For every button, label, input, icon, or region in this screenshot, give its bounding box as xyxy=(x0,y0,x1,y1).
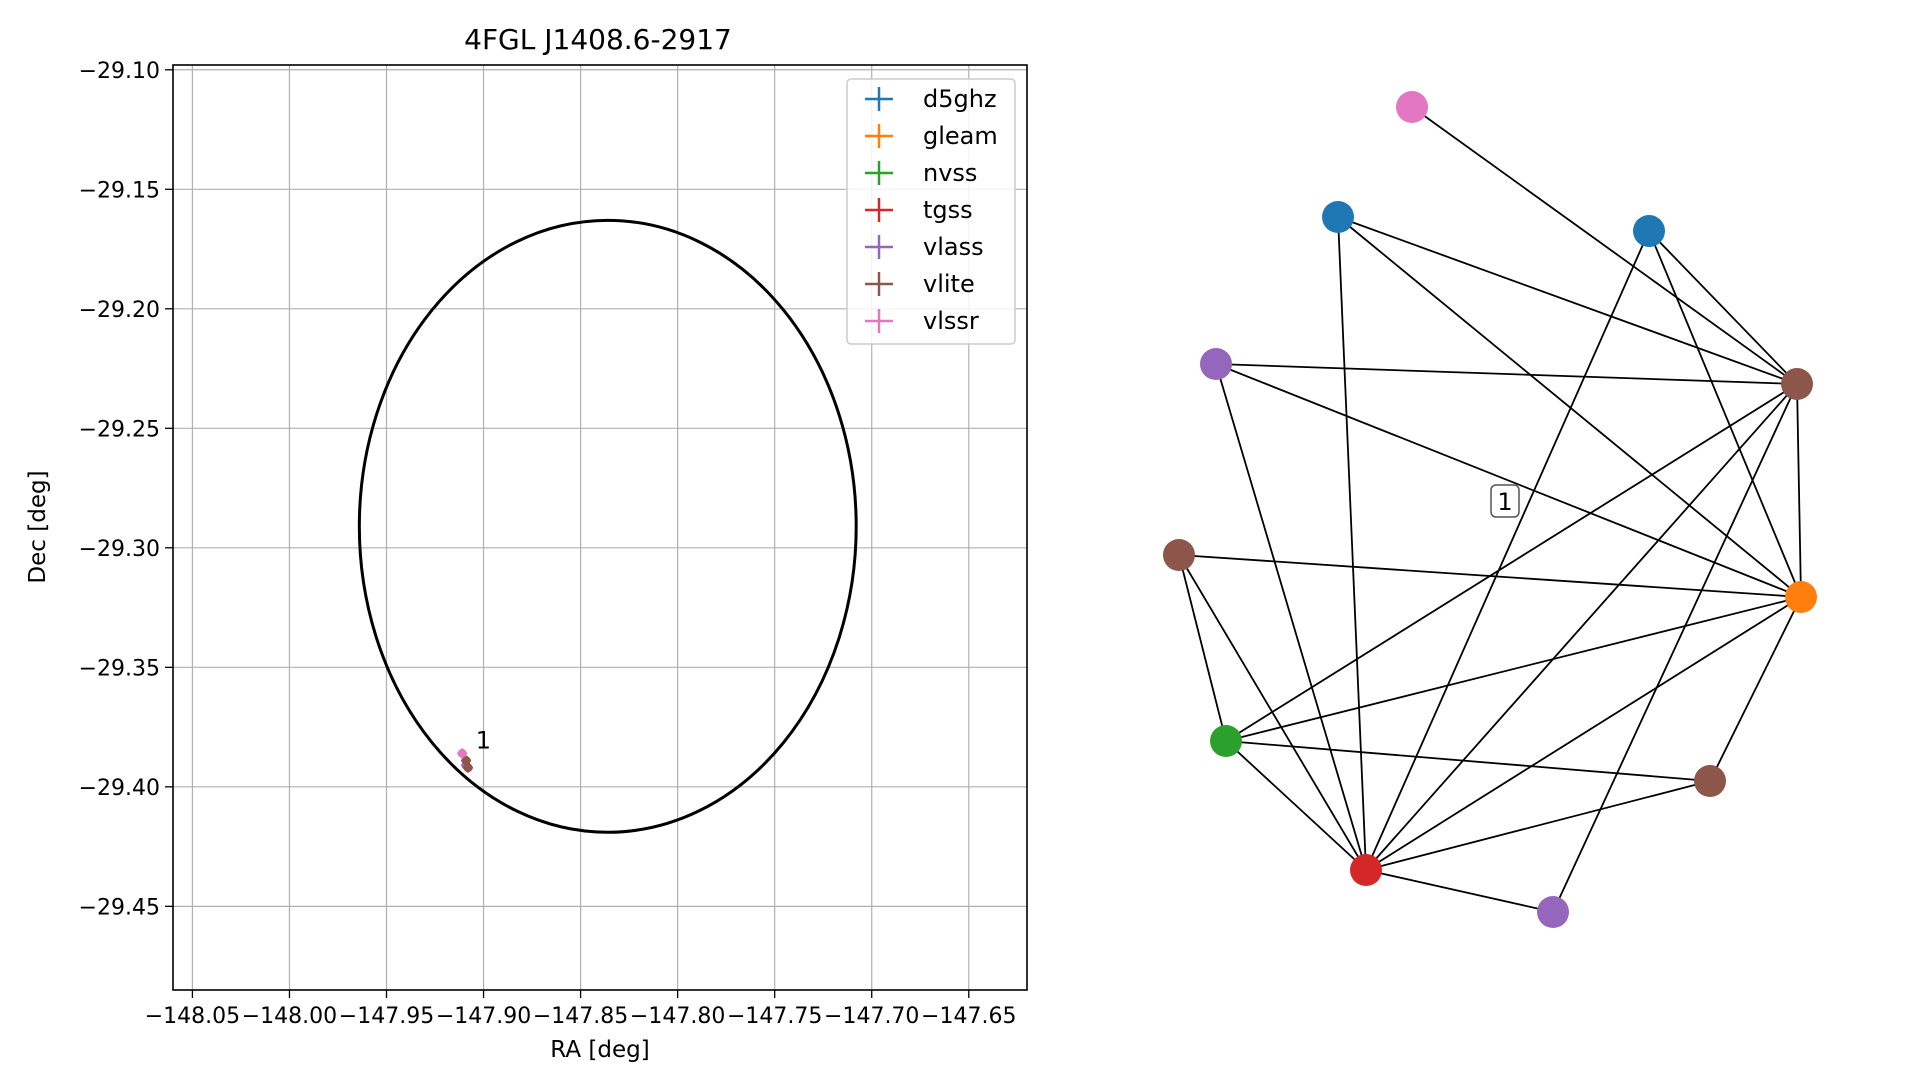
y-axis-label: Dec [deg] xyxy=(25,470,51,583)
network-label-box: 1 xyxy=(1490,484,1520,518)
network-edge xyxy=(1365,780,1711,871)
legend-entry-d5ghz: d5ghz xyxy=(865,85,997,113)
legend-entry-nvss: nvss xyxy=(865,159,977,187)
network-edge xyxy=(1215,363,1367,871)
point-vlite xyxy=(461,756,471,766)
legend-label: nvss xyxy=(923,159,977,187)
legend-entry-vlass: vlass xyxy=(865,233,984,261)
x-tick-label: −148.00 xyxy=(242,1004,337,1029)
legend-label: vlite xyxy=(923,270,975,298)
x-tick-label: −147.90 xyxy=(436,1004,531,1029)
network-edge xyxy=(1365,383,1798,871)
legend-entry-tgss: tgss xyxy=(865,196,973,224)
network-edge xyxy=(1365,230,1650,871)
legend-box xyxy=(846,78,1016,345)
network-edge xyxy=(1337,216,1367,871)
network-node-nvss_1 xyxy=(1210,725,1242,757)
sky-position-chart: 4FGL J1408.6-2917 1 −148.05 −148.00 −147.9… xyxy=(25,23,1028,1063)
network-edge xyxy=(1225,383,1798,742)
y-tick-label: −29.25 xyxy=(79,417,160,442)
network-edge xyxy=(1225,740,1367,871)
network-edge xyxy=(1648,230,1798,385)
x-axis-label: RA [deg] xyxy=(550,1037,649,1063)
x-tick-label: −147.70 xyxy=(824,1004,919,1029)
point-annotation: 1 xyxy=(476,727,491,755)
label-box-text: 1 xyxy=(1497,488,1512,516)
network-edge xyxy=(1178,554,1227,742)
network-node-vlass_1 xyxy=(1200,348,1232,380)
network-node-d5ghz_1 xyxy=(1322,201,1354,233)
y-tick-label: −29.30 xyxy=(79,537,160,562)
x-tick-label: −147.65 xyxy=(921,1004,1016,1029)
network-node-vlite_1 xyxy=(1781,368,1813,400)
x-tick-label: −147.85 xyxy=(533,1004,628,1029)
network-node-d5ghz_2 xyxy=(1633,215,1665,247)
network-node-vlass_2 xyxy=(1537,896,1569,928)
point-vlssr xyxy=(457,748,467,758)
y-tick-label: −29.20 xyxy=(79,298,160,323)
network-node-vlite_2 xyxy=(1163,539,1195,571)
network-node-vlssr_1 xyxy=(1396,91,1428,123)
network-edge xyxy=(1411,106,1798,385)
legend: d5ghz gleam nvss tgss vlass vlite vlssr xyxy=(846,78,1016,345)
legend-label: tgss xyxy=(923,196,973,224)
network-edge xyxy=(1337,216,1798,385)
network-edge xyxy=(1648,230,1802,598)
legend-entry-vlite: vlite xyxy=(865,270,975,298)
ellipse-layer xyxy=(357,218,858,834)
y-tick-label: −29.10 xyxy=(79,59,160,84)
y-tick-label: −29.15 xyxy=(79,178,160,203)
network-node-vlite_3 xyxy=(1694,765,1726,797)
legend-entry-vlssr: vlssr xyxy=(865,307,979,335)
legend-label: d5ghz xyxy=(923,85,997,113)
label-box-frame xyxy=(1490,484,1520,518)
localization-ellipse xyxy=(357,218,858,834)
x-tick-label: −147.95 xyxy=(339,1004,434,1029)
x-tick-label: −148.05 xyxy=(145,1004,240,1029)
network-edge xyxy=(1552,383,1798,913)
network-edge xyxy=(1215,363,1798,385)
x-axis-ticks: −148.05 −148.00 −147.95 −147.90 −147.85 −147.… xyxy=(145,990,1016,1029)
legend-label: vlass xyxy=(923,233,984,261)
x-tick-label: −147.80 xyxy=(630,1004,725,1029)
association-network: 1 xyxy=(1163,91,1817,928)
legend-entry-gleam: gleam xyxy=(865,122,998,150)
network-edge xyxy=(1225,740,1711,782)
network-node-gleam_1 xyxy=(1785,581,1817,613)
network-node-tgss_1 xyxy=(1350,854,1382,886)
network-nodes xyxy=(1163,91,1817,928)
annotations-layer: 1 xyxy=(476,727,491,755)
network-edge xyxy=(1337,216,1802,598)
network-edge xyxy=(1709,596,1802,782)
network-edge xyxy=(1365,869,1554,913)
network-edge xyxy=(1215,363,1802,598)
network-edges xyxy=(1178,106,1802,913)
chart-title: 4FGL J1408.6-2917 xyxy=(464,23,732,56)
x-tick-label: −147.75 xyxy=(727,1004,822,1029)
network-edge xyxy=(1796,383,1802,598)
y-tick-label: −29.40 xyxy=(79,776,160,801)
network-edge xyxy=(1365,596,1802,871)
y-axis-ticks: −29.10 −29.15 −29.20 −29.25 −29.30 −29.35 −29.… xyxy=(79,59,173,920)
plot-frame xyxy=(172,64,1028,991)
y-tick-label: −29.45 xyxy=(79,895,160,920)
legend-label: gleam xyxy=(923,122,998,150)
network-edge xyxy=(1225,596,1802,742)
legend-label: vlssr xyxy=(923,307,979,335)
points-layer xyxy=(457,748,474,773)
y-tick-label: −29.35 xyxy=(79,656,160,681)
grid xyxy=(173,65,1027,990)
